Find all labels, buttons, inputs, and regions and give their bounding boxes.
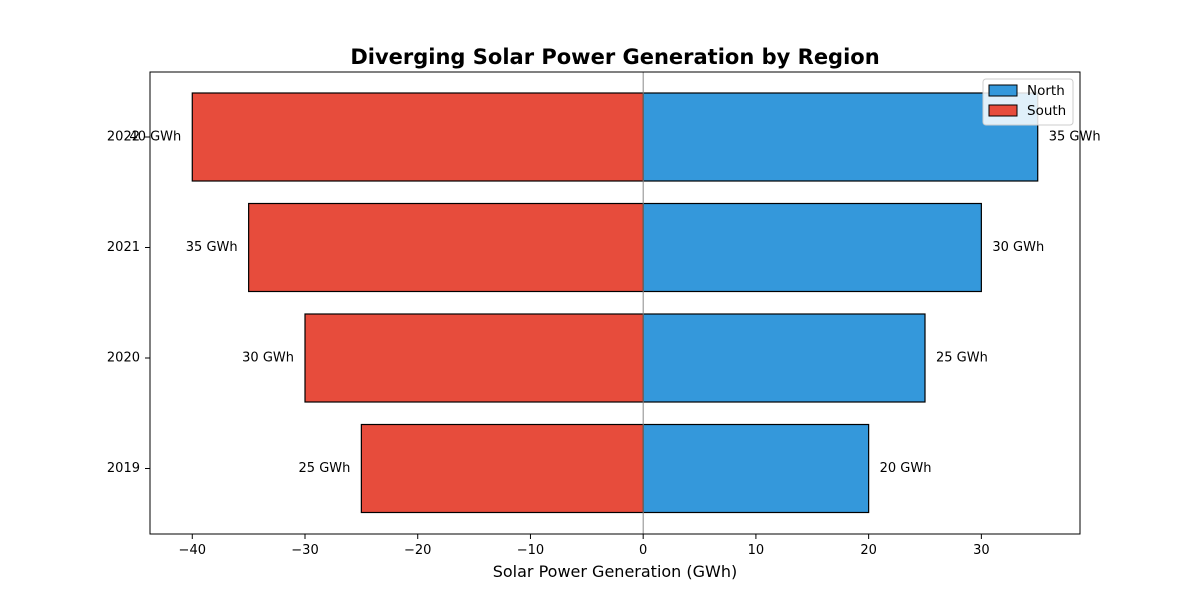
y-tick-label-2020: 2020 xyxy=(107,351,140,366)
data-labels-layer: 20 GWh 25 GWh 30 GWh 35 GWh 25 GWh 30 GWh 35 G… xyxy=(129,130,1100,477)
x-axis-ticks: −40 −30 −20 −10 0 10 20 30 xyxy=(179,534,990,558)
bar-south-2022 xyxy=(191,92,644,182)
data-label-north-2021: 30 GWh xyxy=(992,240,1044,255)
x-tick-label: −20 xyxy=(404,543,431,558)
bar-north-2020 xyxy=(642,313,926,403)
data-label-north-2020: 25 GWh xyxy=(936,351,988,366)
chart-title: Diverging Solar Power Generation by Regi… xyxy=(350,45,879,69)
bar-north-2019 xyxy=(642,423,870,514)
plot-area-frame xyxy=(149,71,1081,535)
bar-south-2021 xyxy=(248,202,644,293)
legend-label-south: South xyxy=(1027,103,1066,119)
data-label-north-2019: 20 GWh xyxy=(880,461,932,476)
y-tick-label-2019: 2019 xyxy=(107,461,140,476)
bar-north-2021 xyxy=(642,202,982,293)
x-tick-label: 30 xyxy=(973,543,990,558)
x-tick-label: −30 xyxy=(291,543,318,558)
y-tick-label-2022: 2022 xyxy=(107,130,140,145)
bars-layer xyxy=(191,92,1039,514)
y-axis-ticks: 2019 2020 2021 2022 xyxy=(107,130,150,476)
data-label-south-2021: 35 GWh xyxy=(186,240,238,255)
data-label-north-2022: 35 GWh xyxy=(1049,130,1101,145)
bar-south-2020 xyxy=(304,313,644,403)
y-tick-label-2021: 2021 xyxy=(107,240,140,255)
x-tick-label: −10 xyxy=(517,543,544,558)
legend-swatch-north xyxy=(988,84,1018,97)
x-tick-label: 0 xyxy=(639,543,647,558)
x-axis-label: Solar Power Generation (GWh) xyxy=(493,562,738,581)
x-tick-label: −40 xyxy=(179,543,206,558)
bar-south-2019 xyxy=(360,423,644,514)
legend-swatch-south xyxy=(988,104,1018,117)
data-label-south-2019: 25 GWh xyxy=(299,461,351,476)
x-tick-label: 10 xyxy=(748,543,765,558)
bar-north-2022 xyxy=(642,92,1039,182)
legend-label-north: North xyxy=(1027,83,1065,99)
x-tick-label: 20 xyxy=(860,543,877,558)
data-label-south-2020: 30 GWh xyxy=(242,351,294,366)
data-label-south-2022: 40 GWh xyxy=(129,130,181,145)
legend: North South xyxy=(982,78,1074,126)
